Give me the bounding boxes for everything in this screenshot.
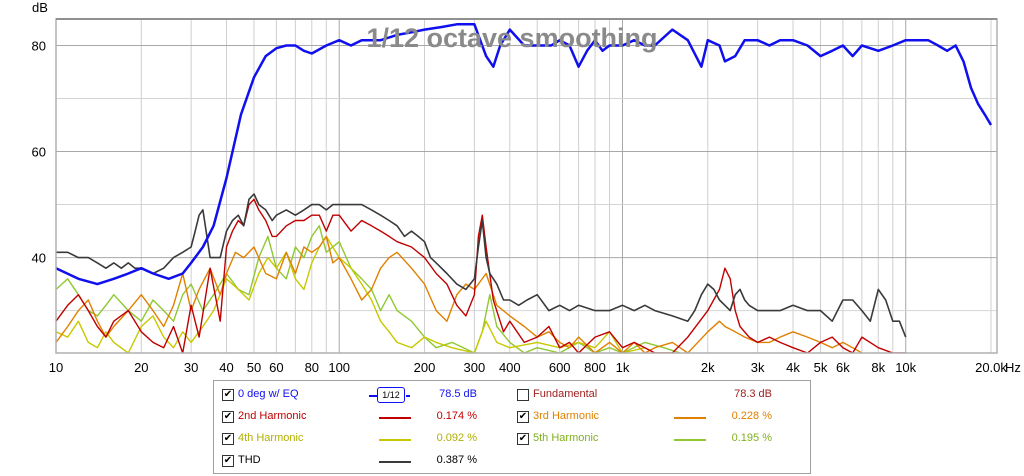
chart-title: 1/12 octave smoothing [366, 23, 657, 53]
legend-line-3rd [674, 417, 706, 419]
x-tick-label: 10 [49, 360, 63, 375]
x-tick-labels: 10 20 30 40 50 60 80 100 200 300 400 600 800 1k 2k 3k 4k… [49, 360, 1008, 375]
x-tick-label: 100 [328, 360, 350, 375]
x-tick-label: 30 [184, 360, 198, 375]
checkbox-4th[interactable]: ✔ [222, 433, 234, 445]
x-tick-label: 600 [549, 360, 571, 375]
y-tick-label: 80 [32, 39, 46, 54]
x-tick-label: 20.0k [975, 360, 1007, 375]
y-tick-label: 40 [32, 251, 46, 266]
y-tick-labels: 40 60 80 [32, 39, 46, 266]
x-tick-label: 20 [134, 360, 148, 375]
x-tick-label: 80 [305, 360, 319, 375]
x-tick-label: 200 [414, 360, 436, 375]
legend-row-4: ✔ THD 0.387 % [214, 451, 810, 471]
x-tick-label: 5k [814, 360, 828, 375]
series-group [56, 23, 993, 353]
legend-row-1: ✔ 0 deg w/ EQ 1/12 78.5 dB Fundamental 7… [214, 385, 810, 405]
legend-line-0deg [369, 395, 377, 397]
legend-line-4th [379, 439, 411, 441]
grid [56, 19, 997, 353]
checkbox-thd[interactable]: ✔ [222, 455, 234, 467]
series-line-5th-harmonic [56, 225, 681, 353]
legend-label-0deg: 0 deg w/ EQ [238, 388, 299, 400]
legend-value-5th: 0.195 % [731, 432, 772, 444]
legend-row-3: ✔ 4th Harmonic 0.092 % ✔ 5th Harmonic 0.… [214, 429, 810, 449]
checkbox-5th[interactable]: ✔ [517, 433, 529, 445]
x-tick-label: 3k [751, 360, 765, 375]
plot-frame [55, 18, 998, 354]
legend-line-5th [674, 439, 706, 441]
legend-value-3rd: 0.228 % [731, 410, 772, 422]
x-tick-label: 4k [786, 360, 800, 375]
checkbox-3rd[interactable]: ✔ [517, 411, 529, 423]
x-tick-label: 60 [269, 360, 283, 375]
legend-label-thd: THD [238, 454, 261, 466]
x-tick-label: 6k [836, 360, 850, 375]
legend-line-0deg-tail [406, 395, 410, 397]
legend-label-fundamental: Fundamental [533, 388, 598, 400]
checkbox-2nd[interactable]: ✔ [222, 411, 234, 423]
legend-label-3rd: 3rd Harmonic [533, 410, 600, 422]
legend-line-thd [379, 461, 411, 463]
legend-row-2: ✔ 2nd Harmonic 0.174 % ✔ 3rd Harmonic 0.… [214, 407, 810, 427]
x-tick-label: 400 [499, 360, 521, 375]
legend-label-4th: 4th Harmonic [238, 432, 304, 444]
legend-value-2nd: 0.174 % [436, 410, 477, 422]
legend-value-thd: 0.387 % [436, 454, 477, 466]
legend-value-4th: 0.092 % [436, 432, 477, 444]
x-tick-label: 40 [219, 360, 233, 375]
legend-label-5th: 5th Harmonic [533, 432, 599, 444]
x-tick-label: 10k [895, 360, 916, 375]
x-tick-label: 8k [871, 360, 885, 375]
legend-value-fundamental: 78.3 dB [734, 388, 772, 400]
x-tick-label: 50 [247, 360, 261, 375]
smoothing-badge[interactable]: 1/12 [377, 387, 405, 403]
series-line-thd [56, 193, 907, 338]
y-axis-label: dB [32, 0, 48, 15]
checkbox-0deg[interactable]: ✔ [222, 389, 234, 401]
y-tick-label: 60 [32, 145, 46, 160]
series-line-2nd-harmonic [56, 198, 906, 353]
x-tick-label: 1k [616, 360, 630, 375]
x-tick-label: 2k [701, 360, 715, 375]
checkbox-fundamental[interactable] [517, 389, 529, 401]
series-line-3rd-harmonic [56, 235, 863, 353]
legend-line-2nd [379, 417, 411, 419]
series-line-4th-harmonic [56, 235, 646, 353]
frequency-response-chart: 1/12 octave smoothing dB Hz 40 60 80 10 20 3… [32, 0, 1021, 375]
x-tick-label: 300 [464, 360, 486, 375]
plot-background [56, 19, 997, 353]
legend-label-2nd: 2nd Harmonic [238, 410, 307, 422]
legend-panel: ✔ 0 deg w/ EQ 1/12 78.5 dB Fundamental 7… [213, 380, 811, 474]
x-axis-label: Hz [1005, 360, 1021, 375]
legend-value-0deg: 78.5 dB [439, 388, 477, 400]
x-tick-label: 800 [584, 360, 606, 375]
series-line-0-deg-w-eq [56, 23, 993, 286]
